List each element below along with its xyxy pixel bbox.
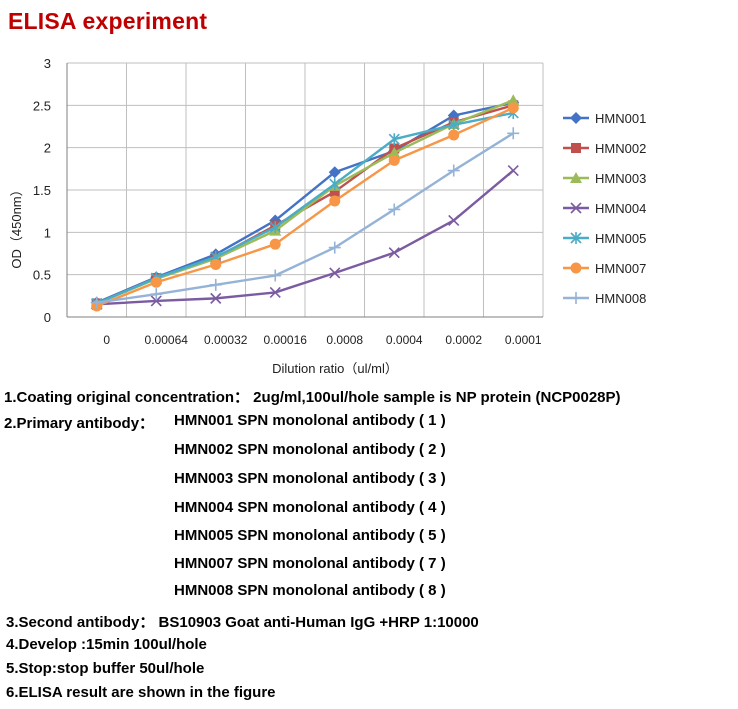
x-tick-label: 0.00016 [264, 333, 308, 347]
legend-marker-hmn002 [571, 143, 581, 153]
series-line-hmn004 [96, 169, 515, 306]
y-tick-label: 0 [44, 310, 51, 325]
data-point-hmn008 [209, 278, 222, 291]
data-point-hmn007 [329, 195, 341, 207]
data-point-hmn004 [388, 247, 400, 259]
x-tick-label: 0.00064 [145, 333, 189, 347]
y-axis-label: OD（450nm） [9, 183, 24, 268]
data-point-hmn004 [448, 214, 460, 227]
data-point-hmn005 [269, 221, 281, 234]
legend-label-hmn007: HMN007 [595, 261, 646, 276]
note-coating: 1.Coating original concentration： 2ug/ml… [4, 389, 621, 406]
y-tick-label: 2 [44, 141, 51, 156]
y-tick-label: 0.5 [33, 268, 51, 283]
x-tick-label: 0.0001 [505, 333, 542, 347]
note-antibody-hmn007: HMN007 SPN monolonal antibody ( 7 ) [174, 555, 446, 572]
data-point-hmn008 [447, 164, 460, 177]
note-develop: 4.Develop :15min 100ul/hole [6, 636, 207, 653]
data-point-hmn007 [507, 102, 519, 114]
x-tick-label: 0.0008 [326, 333, 363, 347]
legend-label-hmn001: HMN001 [595, 111, 646, 126]
note-antibody-hmn002: HMN002 SPN monolonal antibody ( 2 ) [174, 441, 446, 458]
legend-label-hmn008: HMN008 [595, 291, 646, 306]
series-line-hmn005 [96, 111, 514, 305]
data-point-hmn007 [388, 154, 400, 166]
data-point-hmn001 [328, 166, 341, 179]
data-point-hmn008 [507, 127, 520, 140]
y-tick-label: 2.5 [33, 98, 51, 113]
legend-label-hmn004: HMN004 [595, 201, 646, 216]
data-point-hmn007 [210, 259, 222, 271]
data-point-hmn008 [328, 241, 341, 254]
legend-marker-hmn001 [570, 112, 582, 124]
legend-label-hmn002: HMN002 [595, 141, 646, 156]
series-line-hmn008 [96, 132, 514, 304]
y-tick-label: 3 [44, 56, 51, 71]
data-point-hmn007 [448, 129, 460, 141]
data-point-hmn004 [210, 292, 222, 304]
note-result: 6.ELISA result are shown in the figure [6, 684, 276, 701]
note-second-antibody: 3.Second antibody： BS10903 Goat anti-Hum… [6, 614, 479, 631]
data-point-hmn008 [150, 288, 163, 301]
note-antibody-hmn005: HMN005 SPN monolonal antibody ( 5 ) [174, 527, 446, 544]
legend-label-hmn005: HMN005 [595, 231, 646, 246]
data-point-hmn008 [90, 296, 103, 309]
data-point-hmn005 [448, 118, 460, 131]
series-line-hmn007 [96, 106, 514, 308]
legend-marker-hmn003 [570, 172, 582, 183]
data-point-hmn004 [269, 286, 281, 299]
x-tick-label: 0.0002 [445, 333, 482, 347]
note-antibody-hmn003: HMN003 SPN monolonal antibody ( 3 ) [174, 470, 446, 487]
legend-marker-hmn008 [570, 292, 582, 304]
chart-title: ELISA experiment [8, 8, 208, 34]
y-tick-label: 1 [44, 225, 51, 240]
data-point-hmn003 [388, 146, 401, 158]
legend-marker-hmn007 [570, 262, 582, 274]
note-stop: 5.Stop:stop buffer 50ul/hole [6, 660, 205, 677]
data-point-hmn005 [329, 178, 341, 191]
note-primary-antibody: 2.Primary antibody： [4, 415, 155, 432]
data-point-hmn004 [329, 267, 341, 279]
data-point-hmn007 [269, 238, 281, 250]
data-point-hmn003 [507, 94, 520, 106]
x-tick-label: 0.00032 [204, 333, 248, 347]
legend-marker-hmn004 [570, 202, 582, 214]
data-point-hmn008 [269, 269, 282, 282]
data-point-hmn004 [150, 295, 162, 307]
x-axis-label: Dilution ratio（ul/ml） [272, 361, 398, 376]
x-tick-label: 0.0004 [386, 333, 423, 347]
x-tick-label: 0 [103, 333, 110, 347]
data-point-hmn004 [507, 164, 519, 177]
legend-marker-hmn005 [570, 232, 582, 244]
note-antibody-hmn004: HMN004 SPN monolonal antibody ( 4 ) [174, 499, 446, 516]
data-point-hmn007 [150, 276, 162, 288]
note-antibody-hmn008: HMN008 SPN monolonal antibody ( 8 ) [174, 582, 446, 599]
data-point-hmn005 [388, 133, 400, 146]
y-tick-label: 1.5 [33, 183, 51, 198]
legend-label-hmn003: HMN003 [595, 171, 646, 186]
elisa-line-chart: 0 0.5 1 1.5 2 2.5 3 0 0.00064 0.00032 0.00016 0.000… [9, 56, 646, 376]
data-point-hmn008 [388, 203, 401, 216]
note-antibody-hmn001: HMN001 SPN monolonal antibody ( 1 ) [174, 412, 446, 429]
data-point-hmn002 [329, 186, 340, 197]
